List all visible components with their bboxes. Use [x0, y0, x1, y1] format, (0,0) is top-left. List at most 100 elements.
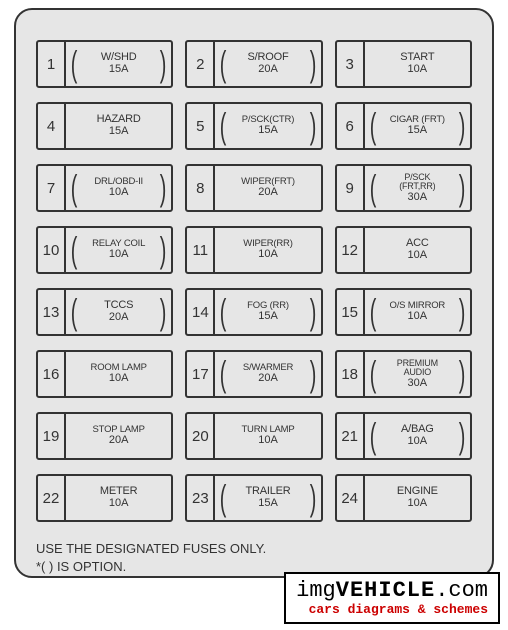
paren-left-icon: ( [369, 356, 376, 392]
fuse-16: 16(ROOM LAMP10A) [36, 350, 173, 398]
fuse-3: 3(START10A) [335, 40, 472, 88]
fuse-text: P/SCK(FRT,RR)30A [379, 173, 456, 203]
fuse-number: 1 [38, 42, 66, 86]
fuse-amperage: 10A [229, 435, 306, 447]
fuse-text: CIGAR (FRT)15A [379, 115, 456, 137]
fuse-body: (CIGAR (FRT)15A) [365, 104, 470, 148]
fuse-amperage: 15A [229, 498, 306, 510]
fuse-9: 9(P/SCK(FRT,RR)30A) [335, 164, 472, 212]
fuse-12: 12(ACC10A) [335, 226, 472, 274]
paren-left-icon: ( [369, 170, 376, 206]
fuse-amperage: 10A [379, 311, 456, 323]
fuse-13: 13(TCCS20A) [36, 288, 173, 336]
fuse-24: 24(ENGINE10A) [335, 474, 472, 522]
fuse-amperage: 10A [379, 250, 456, 262]
fuse-text: ACC10A [379, 238, 456, 261]
fuse-20: 20(TURN LAMP10A) [185, 412, 322, 460]
fuse-number: 10 [38, 228, 66, 272]
fuse-text: ENGINE10A [379, 486, 456, 509]
paren-right-icon: ) [459, 356, 466, 392]
fuse-text: TRAILER15A [229, 486, 306, 509]
watermark-sub: cars diagrams & schemes [296, 602, 488, 617]
paren-left-icon: ( [71, 232, 78, 268]
fuse-number: 17 [187, 352, 215, 396]
fuse-number: 4 [38, 104, 66, 148]
fuse-number: 7 [38, 166, 66, 210]
fuse-body: (WIPER(FRT)20A) [215, 166, 320, 210]
fuse-text: HAZARD15A [80, 114, 157, 137]
footer-line-1: USE THE DESIGNATED FUSES ONLY. [36, 540, 472, 558]
fuse-number: 21 [337, 414, 365, 458]
fuse-text: A/BAG10A [379, 424, 456, 447]
fuse-body: (TRAILER15A) [215, 476, 320, 520]
fuse-amperage: 15A [229, 125, 306, 137]
fuse-body: (ACC10A) [365, 228, 470, 272]
fuse-number: 15 [337, 290, 365, 334]
paren-left-icon: ( [71, 46, 78, 82]
fuse-amperage: 30A [379, 192, 456, 204]
fuse-body: (O/S MIRROR10A) [365, 290, 470, 334]
fuse-6: 6(CIGAR (FRT)15A) [335, 102, 472, 150]
fuse-amperage: 20A [229, 64, 306, 76]
fuse-number: 19 [38, 414, 66, 458]
fuse-body: (P/SCK(CTR)15A) [215, 104, 320, 148]
paren-right-icon: ) [160, 232, 167, 268]
fuse-number: 12 [337, 228, 365, 272]
fuse-number: 23 [187, 476, 215, 520]
fuse-text: ROOM LAMP10A [80, 363, 157, 385]
fuse-body: (FOG (RR)15A) [215, 290, 320, 334]
fuse-amperage: 20A [80, 435, 157, 447]
fuse-amperage: 10A [379, 64, 456, 76]
fuse-body: (ENGINE10A) [365, 476, 470, 520]
fuse-body: (ROOM LAMP10A) [66, 352, 171, 396]
fuse-body: (TURN LAMP10A) [215, 414, 320, 458]
fuse-grid: 1(W/SHD15A)2(S/ROOF20A)3(START10A)4(HAZA… [36, 40, 472, 522]
fuse-amperage: 15A [379, 125, 456, 137]
paren-left-icon: ( [220, 480, 227, 516]
fuse-text: TURN LAMP10A [229, 425, 306, 447]
paren-right-icon: ) [309, 356, 316, 392]
fuse-number: 14 [187, 290, 215, 334]
fuse-number: 11 [187, 228, 215, 272]
fuse-body: (STOP LAMP20A) [66, 414, 171, 458]
fuse-1: 1(W/SHD15A) [36, 40, 173, 88]
paren-left-icon: ( [220, 294, 227, 330]
fuse-18: 18(PREMIUMAUDIO30A) [335, 350, 472, 398]
fuse-body: (A/BAG10A) [365, 414, 470, 458]
fuse-8: 8(WIPER(FRT)20A) [185, 164, 322, 212]
paren-right-icon: ) [309, 480, 316, 516]
paren-right-icon: ) [160, 46, 167, 82]
fuse-body: (W/SHD15A) [66, 42, 171, 86]
fuse-number: 8 [187, 166, 215, 210]
fuse-number: 3 [337, 42, 365, 86]
paren-right-icon: ) [459, 108, 466, 144]
fuse-body: (S/ROOF20A) [215, 42, 320, 86]
fuse-body: (RELAY COIL10A) [66, 228, 171, 272]
paren-left-icon: ( [369, 108, 376, 144]
paren-left-icon: ( [220, 108, 227, 144]
paren-left-icon: ( [220, 46, 227, 82]
paren-right-icon: ) [160, 170, 167, 206]
fuse-amperage: 20A [80, 312, 157, 324]
fuse-number: 6 [337, 104, 365, 148]
fuse-text: WIPER(FRT)20A [229, 177, 306, 199]
paren-right-icon: ) [160, 294, 167, 330]
fuse-text: W/SHD15A [80, 52, 157, 75]
paren-right-icon: ) [309, 294, 316, 330]
fuse-body: (METER10A) [66, 476, 171, 520]
paren-right-icon: ) [459, 294, 466, 330]
fuse-text: RELAY COIL10A [80, 239, 157, 261]
fuse-text: STOP LAMP20A [80, 425, 157, 447]
fuse-amperage: 10A [379, 436, 456, 448]
fuse-number: 22 [38, 476, 66, 520]
fuse-body: (S/WARMER20A) [215, 352, 320, 396]
fuse-amperage: 15A [80, 64, 157, 76]
fuse-number: 18 [337, 352, 365, 396]
fuse-22: 22(METER10A) [36, 474, 173, 522]
fuse-text: O/S MIRROR10A [379, 301, 456, 323]
fuse-7: 7(DRL/OBD-II10A) [36, 164, 173, 212]
fuse-text: START10A [379, 52, 456, 75]
fuse-amperage: 15A [80, 126, 157, 138]
fuse-text: S/ROOF20A [229, 52, 306, 75]
fuse-number: 2 [187, 42, 215, 86]
